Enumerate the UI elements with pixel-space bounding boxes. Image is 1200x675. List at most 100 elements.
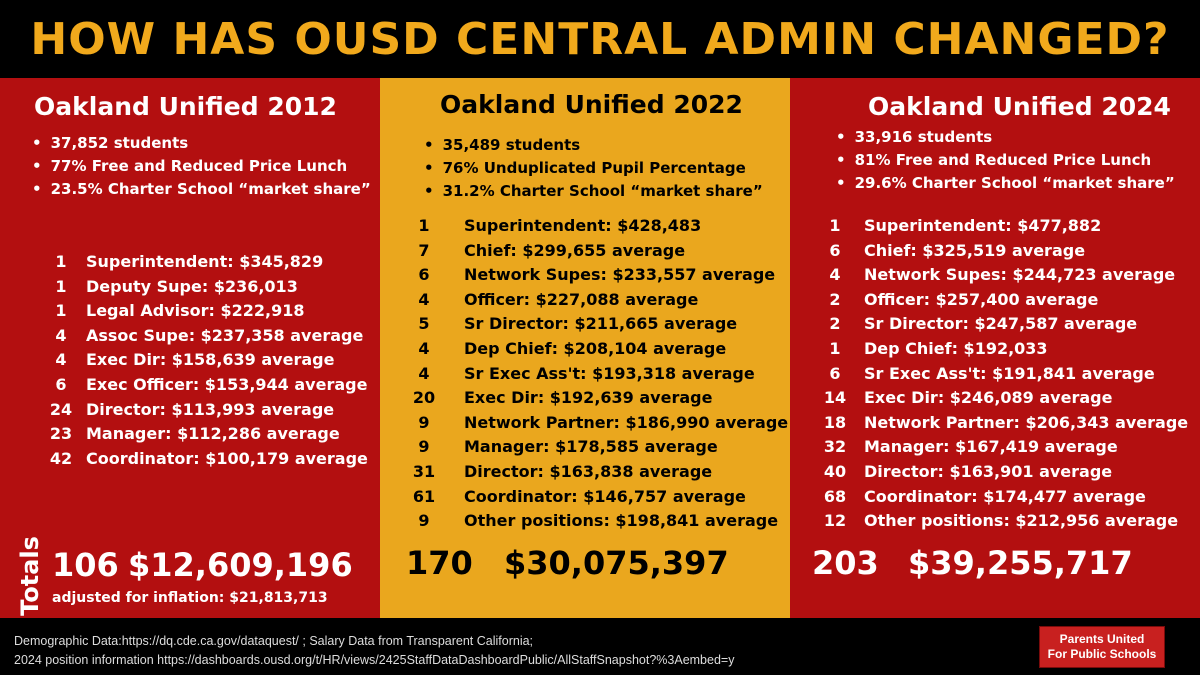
column-2012: Oakland Unified 2012 37,852 students 77%… (0, 78, 380, 618)
position-label: Dep Chief: $192,033 (864, 338, 1048, 358)
inflation-note: adjusted for inflation: $21,813,713 (52, 590, 328, 606)
position-count: 6 (829, 240, 841, 260)
position-count: 4 (418, 289, 430, 309)
positions-list: 1 Superintendent: $345,829 1 Deputy Supe: … (44, 250, 368, 471)
position-row: 9 Manager: $178,585 average (406, 435, 788, 460)
position-label: Chief: $299,655 average (464, 240, 686, 260)
position-row: 1 Superintendent: $428,483 (406, 214, 788, 239)
position-label: Sr Exec Ass't: $193,318 average (464, 363, 755, 383)
position-label: Manager: $178,585 average (464, 437, 718, 457)
position-label: Network Supes: $233,557 average (464, 265, 776, 285)
position-label: Director: $163,901 average (864, 461, 1113, 481)
position-row: 1 Superintendent: $345,829 (44, 250, 368, 275)
position-row: 6 Chief: $325,519 average (818, 239, 1188, 264)
totals-label: Totals (16, 536, 45, 616)
position-count: 24 (49, 399, 73, 419)
position-row: 9 Network Partner: $186,990 average (406, 411, 788, 436)
position-row: 23 Manager: $112,286 average (44, 422, 368, 447)
total-amount: $39,255,717 (908, 544, 1133, 582)
position-row: 6 Sr Exec Ass't: $191,841 average (818, 362, 1188, 387)
demographic-item: 29.6% Charter School “market share” (836, 172, 1175, 195)
position-row: 7 Chief: $299,655 average (406, 239, 788, 264)
position-label: Dep Chief: $208,104 average (464, 338, 727, 358)
position-count: 68 (823, 486, 847, 506)
position-row: 5 Sr Director: $211,665 average (406, 312, 788, 337)
position-count: 2 (829, 289, 841, 309)
column-2022: Oakland Unified 2022 35,489 students 76%… (380, 78, 790, 618)
source-line: 2024 position information https://dashbo… (14, 653, 735, 667)
position-row: 20 Exec Dir: $192,639 average (406, 386, 788, 411)
position-count: 9 (418, 437, 430, 457)
source-citation: Demographic Data:https://dq.cde.ca.gov/d… (14, 632, 734, 670)
position-row: 1 Superintendent: $477,882 (818, 214, 1188, 239)
positions-list: 1 Superintendent: $477,882 6 Chief: $325,5… (818, 214, 1188, 534)
position-row: 1 Dep Chief: $192,033 (818, 337, 1188, 362)
position-row: 32 Manager: $167,419 average (818, 435, 1188, 460)
position-row: 42 Coordinator: $100,179 average (44, 447, 368, 472)
column-title: Oakland Unified 2024 (868, 92, 1171, 121)
position-count: 18 (823, 412, 847, 432)
position-label: Network Partner: $206,343 average (864, 412, 1189, 432)
position-count: 9 (418, 511, 430, 531)
position-count: 61 (412, 486, 436, 506)
position-count: 20 (412, 388, 436, 408)
demographic-item: 33,916 students (836, 126, 1175, 149)
total-amount: $30,075,397 (504, 544, 729, 582)
position-row: 2 Sr Director: $247,587 average (818, 312, 1188, 337)
position-label: Exec Dir: $158,639 average (86, 350, 335, 370)
column-title: Oakland Unified 2022 (440, 90, 743, 119)
position-row: 2 Officer: $257,400 average (818, 288, 1188, 313)
position-count: 6 (418, 265, 430, 285)
position-row: 4 Sr Exec Ass't: $193,318 average (406, 362, 788, 387)
position-label: Superintendent: $345,829 (86, 252, 324, 271)
position-label: Exec Officer: $153,944 average (86, 374, 368, 394)
position-label: Legal Advisor: $222,918 (86, 301, 305, 321)
position-label: Other positions: $198,841 average (464, 511, 779, 531)
total-count: 203 (812, 544, 879, 582)
logo-line: For Public Schools (1047, 647, 1157, 661)
position-count: 23 (49, 424, 73, 444)
positions-list: 1 Superintendent: $428,483 7 Chief: $299,6… (406, 214, 788, 534)
position-row: 4 Officer: $227,088 average (406, 288, 788, 313)
header: HOW HAS OUSD CENTRAL ADMIN CHANGED? (0, 0, 1200, 78)
position-count: 5 (418, 314, 430, 334)
position-label: Superintendent: $477,882 (864, 216, 1102, 235)
position-row: 4 Network Supes: $244,723 average (818, 263, 1188, 288)
position-label: Sr Director: $211,665 average (464, 314, 738, 334)
position-count: 31 (412, 461, 436, 481)
position-row: 1 Legal Advisor: $222,918 (44, 299, 368, 324)
position-count: 1 (418, 216, 430, 235)
position-row: 6 Exec Officer: $153,944 average (44, 373, 368, 398)
position-label: Exec Dir: $246,089 average (864, 388, 1113, 408)
demographic-item: 81% Free and Reduced Price Lunch (836, 149, 1175, 172)
position-label: Sr Exec Ass't: $191,841 average (864, 363, 1155, 383)
total-amount: $12,609,196 (128, 546, 353, 584)
position-count: 6 (829, 363, 841, 383)
position-count: 1 (55, 301, 67, 321)
position-count: 14 (823, 388, 847, 408)
page-title: HOW HAS OUSD CENTRAL ADMIN CHANGED? (30, 13, 1170, 65)
position-count: 4 (55, 325, 67, 345)
position-label: Coordinator: $146,757 average (464, 486, 746, 506)
total-count: 170 (406, 544, 473, 582)
logo-line: Parents United (1059, 632, 1145, 646)
position-count: 1 (829, 338, 841, 358)
position-label: Manager: $112,286 average (86, 424, 340, 444)
parents-united-logo: Parents United For Public Schools (1039, 626, 1165, 668)
total-count: 106 (52, 546, 119, 584)
position-label: Deputy Supe: $236,013 (86, 276, 298, 296)
position-label: Assoc Supe: $237,358 average (86, 325, 364, 345)
position-label: Network Supes: $244,723 average (864, 265, 1176, 285)
position-label: Director: $163,838 average (464, 461, 713, 481)
demographic-item: 35,489 students (424, 134, 763, 157)
position-row: 9 Other positions: $198,841 average (406, 509, 788, 534)
demographics-list: 33,916 students 81% Free and Reduced Pri… (836, 126, 1175, 195)
source-line: Demographic Data:https://dq.cde.ca.gov/d… (14, 634, 534, 648)
demographic-item: 77% Free and Reduced Price Lunch (32, 155, 371, 178)
position-label: Other positions: $212,956 average (864, 511, 1179, 531)
position-row: 6 Network Supes: $233,557 average (406, 263, 788, 288)
position-count: 2 (829, 314, 841, 334)
position-count: 4 (829, 265, 841, 285)
position-label: Manager: $167,419 average (864, 437, 1118, 457)
position-count: 12 (823, 511, 847, 531)
